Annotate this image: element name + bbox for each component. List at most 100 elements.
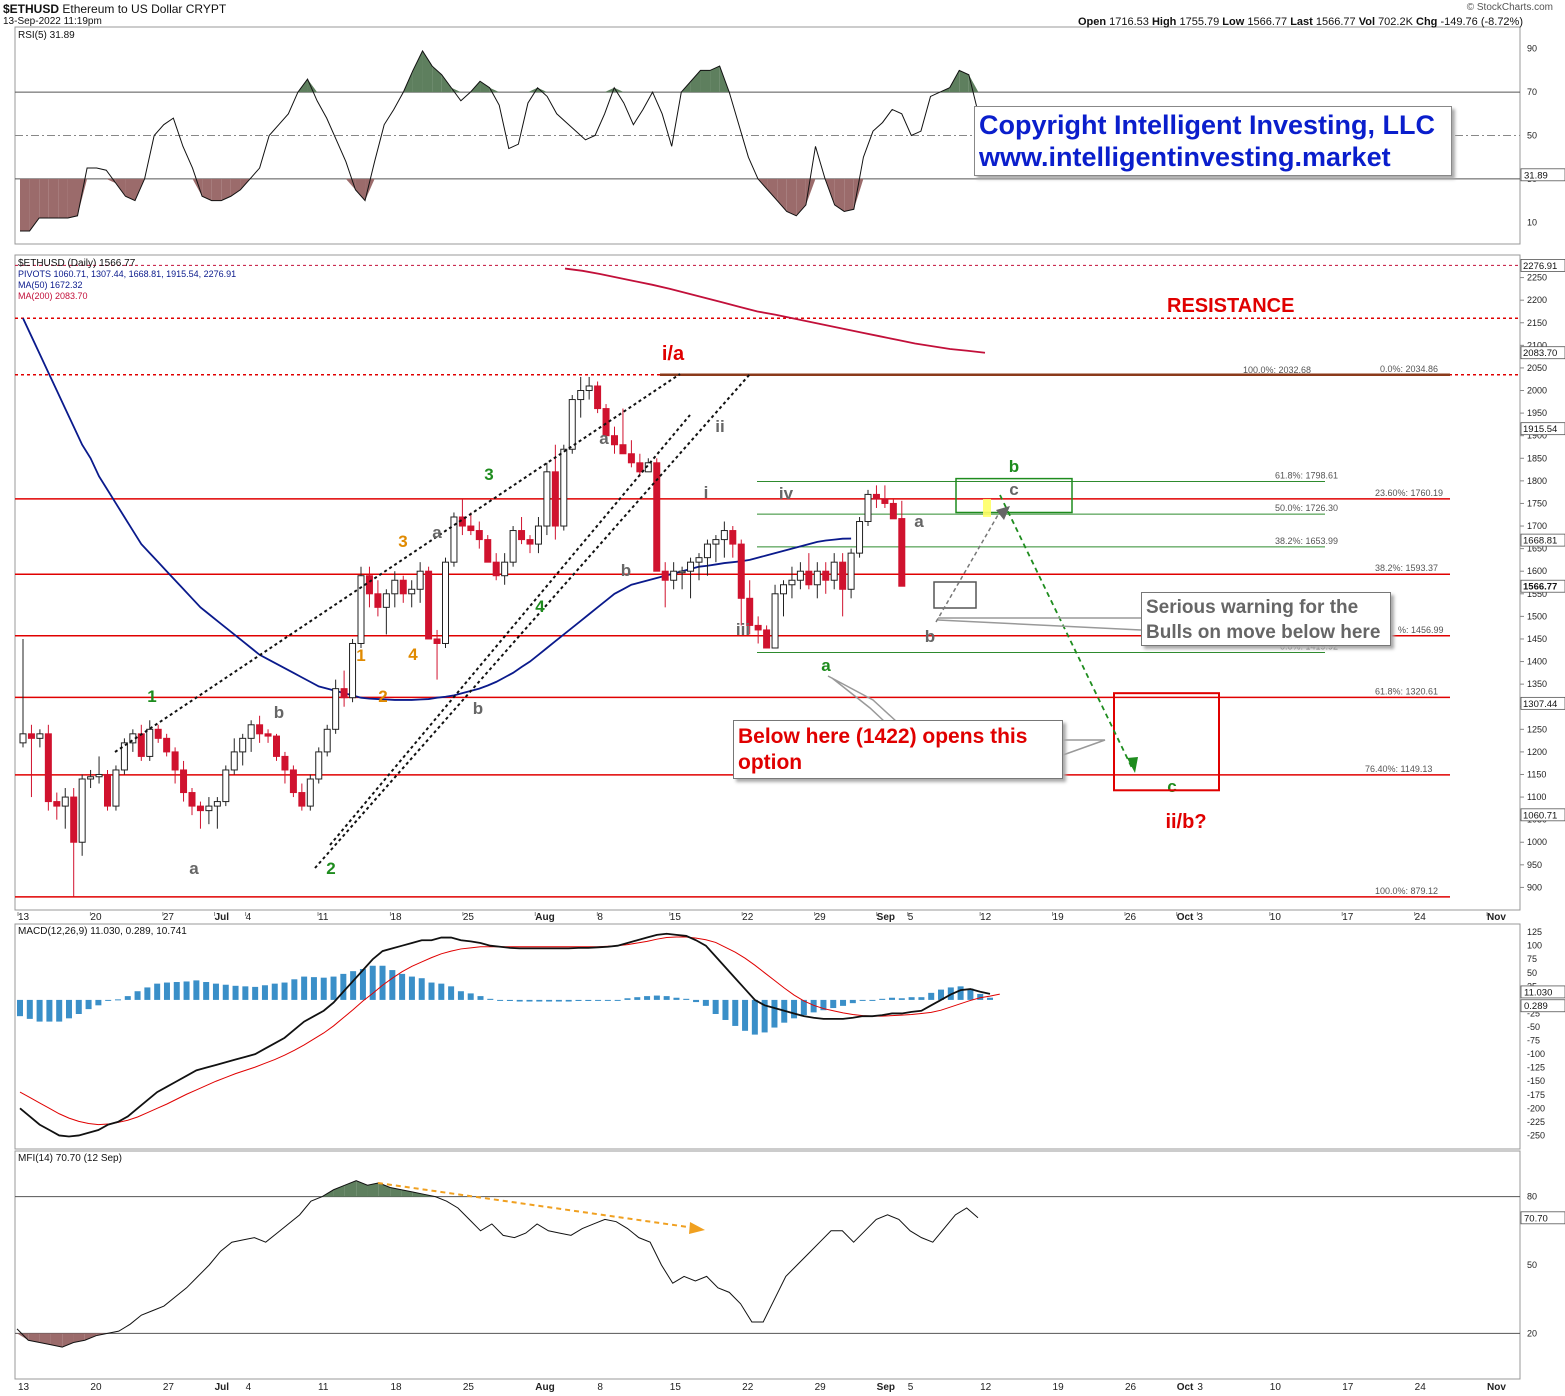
candle-body [653,462,661,572]
mfi-line [16,1180,979,1348]
option-callout: Below here (1422) opens this option [733,720,1063,779]
candle-body [120,742,128,771]
price-tick-label: 1650 [1527,544,1547,554]
mfi-tick-label: 80 [1527,1192,1537,1202]
rsi-overbought-fill [959,70,969,93]
macd-histogram-bar [56,999,63,1022]
candle-body [399,579,407,595]
macd-histogram-bar [938,989,945,1000]
price-tick-label: 2250 [1527,273,1547,283]
candle-body [703,543,711,559]
candle-body [813,570,821,586]
rsi-oversold-fill [67,178,78,218]
candle-body [560,448,568,527]
symbol-line: $ETHUSD Ethereum to US Dollar CRYPT [3,2,226,16]
warning-callout: Serious warning for the Bulls on move be… [1141,592,1391,646]
mfi-title: MFI(14) 70.70 (12 Sep) [18,1153,122,1164]
macd-histogram-bar [977,993,984,1000]
wave-label: i/a [662,343,685,365]
macd-histogram-bar [800,999,807,1016]
candle-body [357,575,365,644]
candle-body [746,597,754,626]
price-value-label: 1060.71 [1523,810,1557,821]
macd-histogram-bar [85,999,92,1010]
macd-histogram-bar [889,997,896,1000]
macd-value-box [1520,999,1565,1013]
price-tick-label: 1950 [1527,408,1547,418]
candle-body [213,801,221,807]
rsi-overbought-fill [307,79,318,93]
macd-histogram-bar [840,999,847,1006]
candle-body [839,561,847,590]
macd-histogram-bar [193,980,200,1000]
macd-signal-line [19,936,1000,1126]
macd-histogram-bar [624,998,631,1000]
candle-body [239,737,247,753]
macd-histogram-bar [261,985,268,1000]
rsi-oversold-fill [805,178,816,205]
mfi-overbought-fill [401,1189,413,1197]
candle-body [720,530,728,541]
x-tick-label-bottom: 24 [1415,1382,1427,1393]
x-tick-label: 11 [318,912,329,923]
rsi-overbought-fill [412,50,423,93]
macd-tick-label: -50 [1527,1022,1540,1032]
candle-body [796,570,804,581]
price-value-label: 1307.44 [1523,699,1557,710]
candle-body [467,525,475,532]
ma50-legend: MA(50) 1672.32 [18,280,83,290]
candle-body [611,435,618,446]
copyright-line2: www.intelligentinvesting.market [979,142,1391,172]
macd-histogram-bar [683,998,690,1000]
wave-label: b [1009,457,1019,476]
x-tick-label: 27 [163,912,175,923]
macd-histogram-bar [879,998,886,1000]
projection-arrowhead [1127,757,1138,773]
candle-body [889,502,897,520]
macd-tick-label: -200 [1527,1103,1545,1113]
macd-histogram-bar [26,999,33,1019]
candle-body [543,471,551,527]
macd-histogram-bar [751,999,758,1035]
candle-body [712,539,720,545]
macd-tick-label: 50 [1527,968,1537,978]
candle-body [205,805,213,812]
x-tick-label-bottom: 15 [670,1382,682,1393]
macd-histogram-bar [301,976,308,1000]
price-tick-label: 1600 [1527,566,1547,576]
mfi-oversold-fill [17,1333,29,1341]
rsi-oversold-fill [844,178,854,212]
wave-label: b [274,703,284,722]
stockcharts-watermark: © StockCharts.com [1466,2,1553,13]
macd-histogram-bar [702,999,709,1006]
price-value-box [1520,696,1565,710]
x-tick-label-bottom: 17 [1342,1382,1354,1393]
macd-histogram-bar [203,982,210,1000]
fib-label: 100.0%: 2032.68 [1243,365,1311,375]
rsi-oversold-fill [221,178,231,201]
datetime: 13-Sep-2022 11:19pm [3,16,102,27]
target-box-red [1113,692,1220,792]
macd-histogram-bar [242,986,249,1000]
x-tick-label-bottom: 20 [90,1382,102,1393]
rsi-overbought-fill [489,87,500,93]
macd-histogram-bar [418,978,425,1000]
exchange: CRYPT [185,2,227,16]
candle-body [475,530,483,541]
price-title: $ETHUSD (Daily) 1566.77 [18,258,136,269]
macd-histogram-bar [350,971,357,1000]
macd-histogram-bar [898,998,905,1000]
macd-histogram-bar [742,999,749,1031]
candle-body [154,728,162,739]
wave-label: b [621,561,631,580]
macd-histogram-bar [555,999,562,1002]
mfi-overbought-fill [412,1192,425,1197]
macd-histogram-bar [114,999,121,1001]
quote-open-label: Open [1077,16,1107,28]
candle-body [822,570,830,581]
price-value-label: 1566.77 [1523,582,1557,593]
macd-histogram-bar [144,987,151,1000]
candle-body [323,728,331,753]
candle-body [137,733,145,757]
macd-histogram-bar [105,999,112,1001]
